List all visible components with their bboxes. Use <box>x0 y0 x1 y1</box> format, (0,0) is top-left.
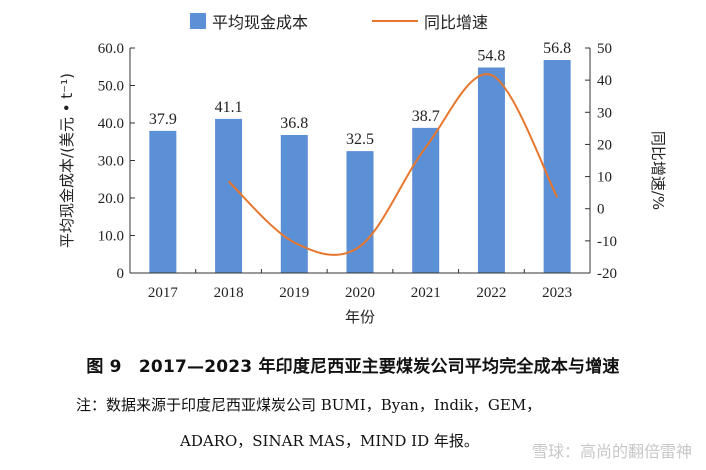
growth-rate-line <box>227 73 559 256</box>
right-tick-label: -20 <box>597 266 617 282</box>
right-tick-label: 40 <box>597 73 612 89</box>
source-note-line2: ADARO，SINAR MAS，MIND ID 年报。 <box>180 432 479 450</box>
left-tick-label: 0 <box>117 266 125 282</box>
left-tick-label: 40.0 <box>98 116 124 132</box>
left-tick-label: 50.0 <box>98 79 124 95</box>
x-tick-label: 2020 <box>345 285 375 301</box>
bar-data-label: 38.7 <box>412 108 440 125</box>
bar-data-label: 37.9 <box>149 111 177 128</box>
bar <box>477 67 505 273</box>
bar-data-label: 32.5 <box>346 131 374 148</box>
x-tick-label: 2017 <box>148 285 179 301</box>
legend-line-label: 同比增速 <box>424 13 488 32</box>
right-tick-label: 10 <box>597 170 612 186</box>
source-note-line1: 注：数据来源于印度尼西亚煤炭公司 BUMI，Byan，Indik，GEM， <box>76 396 542 414</box>
combo-chart: 平均现金成本 同比增速 37.9 41.1 36.8 32.5 38.7 54.8 56.8… <box>58 13 667 326</box>
x-tick-label: 2019 <box>279 285 309 301</box>
left-tick-label: 20.0 <box>98 191 124 207</box>
bar-data-label: 41.1 <box>215 99 243 116</box>
bar-data-label: 56.8 <box>543 40 571 57</box>
x-tick-label: 2022 <box>476 285 506 301</box>
x-axis-title: 年份 <box>345 308 375 326</box>
bar <box>280 135 308 273</box>
right-tick-label: -10 <box>597 234 617 250</box>
legend-bar-swatch <box>190 13 206 29</box>
x-tick-label: 2018 <box>214 285 244 301</box>
bar <box>149 130 177 273</box>
left-tick-label: 30.0 <box>98 154 124 170</box>
legend: 平均现金成本 同比增速 <box>190 13 488 32</box>
x-tick-label: 2021 <box>411 285 441 301</box>
left-axis-title: 平均现金成本/(美元 • t⁻¹) <box>58 73 76 248</box>
plot-area: 37.9 41.1 36.8 32.5 38.7 54.8 56.8 0 10.0 20.0 30.… <box>98 40 617 301</box>
watermark: 雪球：高尚的翻倍雷神 <box>531 442 692 461</box>
bar <box>412 127 440 273</box>
left-tick-label: 60.0 <box>98 41 124 57</box>
bar-data-label: 36.8 <box>280 115 308 132</box>
bar <box>346 151 374 273</box>
figure-caption: 图 9 2017—2023 年印度尼西亚主要煤炭公司平均完全成本与增速 <box>86 357 620 377</box>
right-tick-label: 50 <box>597 41 612 57</box>
right-tick-label: 30 <box>597 105 612 121</box>
right-tick-label: 0 <box>597 202 605 218</box>
bar <box>543 60 571 273</box>
bar <box>215 118 243 273</box>
bar-data-label: 54.8 <box>477 48 505 65</box>
legend-bar-label: 平均现金成本 <box>212 13 308 32</box>
x-tick-label: 2023 <box>542 285 572 301</box>
left-tick-label: 10.0 <box>98 229 124 245</box>
right-axis-title: 同比增速/% <box>649 131 667 210</box>
right-tick-label: 20 <box>597 137 612 153</box>
